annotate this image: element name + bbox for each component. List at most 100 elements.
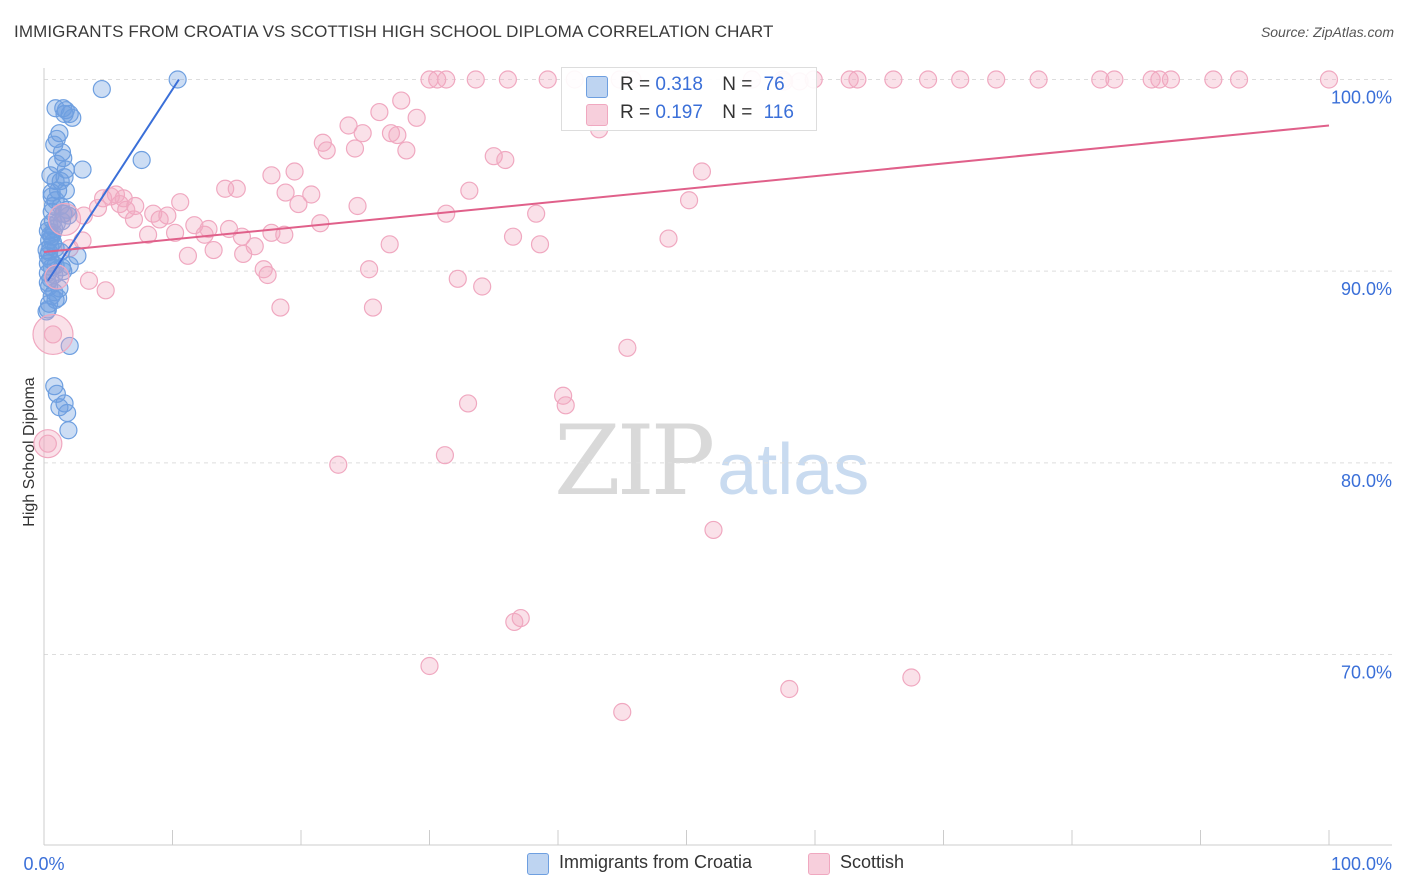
point-scottish	[1142, 70, 1161, 89]
point-scottish	[397, 141, 416, 160]
bottom-legend-label-croatia: Immigrants from Croatia	[559, 852, 753, 872]
point-scottish	[171, 193, 190, 212]
point-croatia	[73, 160, 92, 179]
point-scottish	[370, 102, 389, 122]
point-scottish	[262, 166, 281, 185]
point-croatia	[47, 154, 66, 173]
legend-r-label: R =	[620, 74, 651, 95]
point-scottish	[43, 325, 63, 344]
bottom-legend-label-scottish: Scottish	[840, 852, 905, 872]
point-scottish	[227, 179, 246, 198]
point-croatia	[37, 302, 56, 321]
point-scottish	[918, 70, 938, 89]
point-scottish	[339, 116, 358, 135]
point-scottish	[38, 434, 57, 453]
point-scottish	[150, 210, 169, 229]
legend-swatch-scottish	[586, 104, 608, 126]
point-croatia	[52, 212, 72, 231]
point-scottish	[840, 70, 859, 89]
legend-n-label: N =	[722, 74, 753, 95]
point-scottish	[618, 338, 637, 357]
point-scottish	[1204, 70, 1223, 89]
point-scottish	[106, 185, 126, 204]
point-scottish	[498, 70, 517, 89]
point-croatia	[42, 187, 61, 206]
point-croatia	[132, 150, 151, 170]
point-scottish	[165, 223, 185, 242]
point-scottish-large	[47, 202, 82, 237]
point-scottish	[126, 196, 145, 216]
point-scottish	[138, 225, 158, 244]
point-croatia	[58, 200, 77, 219]
point-scottish	[258, 265, 277, 285]
bottom-legend-swatch-scottish	[808, 853, 830, 875]
point-scottish	[466, 70, 485, 89]
legend-n-label: N =	[722, 102, 753, 123]
point-scottish	[951, 70, 970, 89]
point-croatia	[49, 288, 68, 308]
point-scottish	[88, 198, 108, 218]
point-scottish	[345, 139, 365, 158]
y-tick-label: 70.0%	[1341, 663, 1392, 683]
point-scottish	[110, 194, 129, 214]
point-scottish	[363, 298, 383, 317]
point-croatia	[52, 143, 72, 162]
point-scottish	[348, 196, 367, 216]
point-scottish	[285, 162, 304, 181]
y-tick-label: 80.0%	[1341, 471, 1392, 491]
y-tick-label: 90.0%	[1341, 279, 1392, 299]
point-scottish	[884, 70, 903, 89]
point-scottish	[530, 235, 550, 254]
point-scottish	[659, 229, 678, 248]
point-scottish	[289, 194, 308, 214]
legend-n-value-croatia: 76	[763, 74, 785, 95]
x-tick-label: 100.0%	[1331, 854, 1392, 874]
source-label: Source: ZipAtlas.com	[1260, 24, 1394, 40]
point-scottish	[527, 204, 546, 223]
point-croatia	[58, 403, 77, 423]
point-scottish	[505, 612, 524, 632]
point-scottish	[302, 185, 321, 204]
point-croatia	[63, 108, 82, 127]
point-croatia	[41, 166, 60, 185]
point-scottish	[381, 124, 401, 143]
point-scottish-large	[32, 313, 74, 356]
point-scottish	[448, 269, 467, 288]
point-scottish	[496, 150, 515, 170]
point-scottish	[407, 108, 426, 127]
point-scottish	[692, 162, 712, 181]
point-scottish	[392, 91, 411, 110]
point-scottish	[538, 70, 557, 89]
point-scottish-large	[44, 264, 70, 290]
x-tick-label: 0.0%	[23, 854, 64, 874]
legend: R = 0.318 N = 76 R = 0.197 N = 116	[561, 67, 817, 131]
point-scottish	[458, 394, 478, 413]
point-scottish	[1091, 70, 1110, 89]
legend-r-value-scottish: 0.197	[655, 102, 703, 123]
point-scottish	[437, 70, 456, 89]
point-croatia	[38, 246, 57, 265]
watermark-zip: ZIP	[554, 405, 715, 517]
point-scottish	[704, 520, 723, 540]
point-scottish	[460, 181, 479, 200]
point-scottish	[329, 455, 348, 474]
point-scottish	[317, 141, 336, 160]
legend-n-value-scottish: 116	[763, 102, 794, 123]
point-scottish	[556, 396, 575, 415]
point-scottish	[124, 210, 144, 229]
point-scottish	[276, 183, 295, 202]
point-scottish	[902, 668, 921, 687]
legend-r-label: R =	[620, 102, 651, 123]
point-scottish	[1105, 70, 1124, 89]
point-scottish	[435, 446, 455, 465]
watermark: ZIPatlas	[554, 405, 869, 517]
point-croatia	[92, 79, 111, 99]
point-scottish	[679, 191, 699, 210]
point-scottish	[613, 702, 632, 722]
bottom-legend-swatch-croatia	[527, 853, 549, 875]
trendline-croatia	[47, 78, 180, 282]
watermark-atlas: atlas	[717, 430, 870, 510]
point-croatia	[168, 70, 187, 89]
point-croatia	[59, 421, 78, 440]
point-scottish-large	[33, 429, 63, 459]
